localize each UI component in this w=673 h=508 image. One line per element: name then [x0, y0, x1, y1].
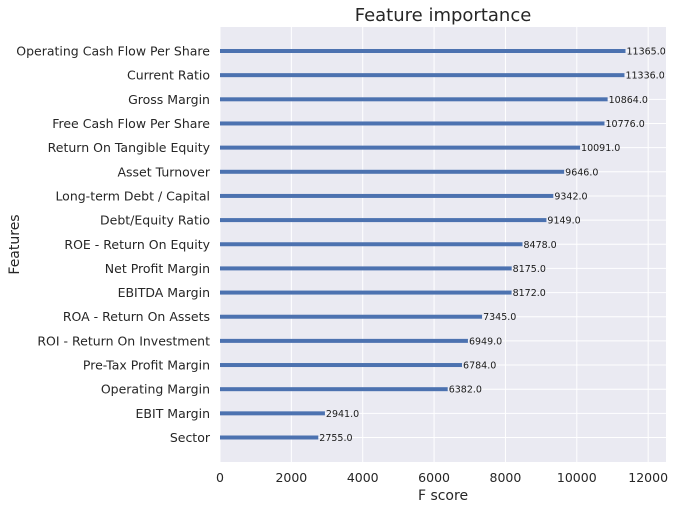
- data-label: 8172.0: [513, 288, 546, 299]
- category-label: EBITDA Margin: [118, 285, 210, 300]
- y-axis-label: Features: [7, 214, 23, 274]
- category-label: Long-term Debt / Capital: [55, 188, 210, 203]
- data-label: 11336.0: [625, 71, 664, 82]
- category-label: EBIT Margin: [136, 406, 210, 421]
- bar: [220, 97, 608, 102]
- x-tick-label: 4000: [347, 470, 379, 485]
- x-tick-label: 0: [216, 470, 224, 485]
- data-label: 11365.0: [627, 47, 666, 58]
- bar: [220, 218, 547, 223]
- x-tick-labels: 0 2000 4000 6000 8000 10000 12000: [216, 470, 668, 485]
- category-labels: Operating Cash Flow Per Share Current Rat…: [16, 44, 211, 446]
- bar: [220, 169, 565, 174]
- bar: [220, 242, 523, 247]
- bars: [220, 49, 626, 440]
- category-label: Asset Turnover: [117, 164, 210, 179]
- category-label: Operating Margin: [101, 382, 210, 397]
- category-label: Operating Cash Flow Per Share: [16, 44, 210, 59]
- data-labels: 11365.0 11336.0 10864.0 10776.0 10091.0 9646.…: [319, 47, 666, 445]
- bar: [220, 145, 581, 150]
- data-label: 6949.0: [469, 336, 502, 347]
- x-tick-label: 2000: [275, 470, 307, 485]
- data-label: 9149.0: [547, 216, 580, 227]
- category-label: Pre-Tax Profit Margin: [83, 358, 210, 373]
- data-label: 7345.0: [483, 312, 516, 323]
- bar: [220, 338, 468, 343]
- data-label: 2941.0: [326, 409, 359, 420]
- category-label: Free Cash Flow Per Share: [52, 116, 210, 131]
- category-label: ROI - Return On Investment: [37, 333, 210, 348]
- category-label: Current Ratio: [127, 68, 210, 83]
- data-label: 8478.0: [523, 240, 556, 251]
- x-tick-label: 12000: [628, 470, 668, 485]
- data-label: 8175.0: [513, 264, 546, 275]
- x-axis-label: F score: [418, 488, 468, 504]
- bar: [220, 121, 605, 126]
- bar: [220, 411, 325, 416]
- bar: [220, 314, 483, 319]
- bar: [220, 387, 448, 392]
- category-label: ROE - Return On Equity: [64, 237, 210, 252]
- bar: [220, 435, 319, 440]
- data-label: 6784.0: [463, 361, 496, 372]
- x-tick-label: 6000: [418, 470, 450, 485]
- category-label: ROA - Return On Assets: [63, 309, 210, 324]
- bar: [220, 49, 626, 53]
- category-label: Net Profit Margin: [105, 261, 210, 276]
- category-label: Sector: [170, 430, 211, 445]
- data-label: 10776.0: [605, 119, 644, 130]
- category-label: Return On Tangible Equity: [48, 140, 211, 155]
- bar: [220, 193, 554, 198]
- data-label: 10864.0: [609, 95, 648, 106]
- bar: [220, 290, 512, 295]
- category-label: Gross Margin: [128, 92, 210, 107]
- category-label: Debt/Equity Ratio: [100, 213, 210, 228]
- data-label: 9342.0: [554, 191, 587, 202]
- data-label: 2755.0: [319, 433, 352, 444]
- data-label: 10091.0: [581, 143, 620, 154]
- bar: [220, 73, 625, 78]
- bar: [220, 266, 512, 271]
- x-tick-label: 10000: [557, 470, 597, 485]
- chart-title: Feature importance: [355, 5, 532, 26]
- data-label: 6382.0: [449, 385, 482, 396]
- data-label: 9646.0: [565, 167, 598, 178]
- x-tick-label: 8000: [490, 470, 522, 485]
- bar: [220, 363, 463, 368]
